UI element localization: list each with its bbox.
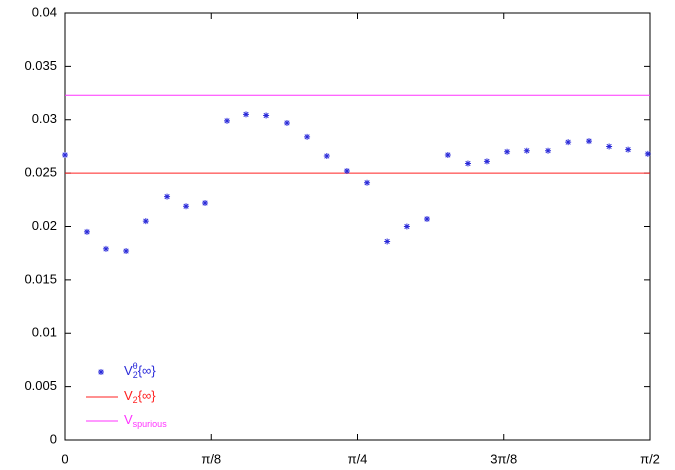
legend-label-sup: θ: [133, 361, 138, 371]
legend-label-part: V: [124, 363, 133, 378]
data-point: [644, 150, 651, 157]
data-point: [606, 143, 613, 150]
data-point: [384, 238, 391, 245]
y-tick-label: 0.015: [24, 271, 57, 286]
data-point: [403, 223, 410, 230]
legend-label-part: {∞}: [138, 388, 157, 403]
y-tick-label: 0.03: [32, 111, 57, 126]
data-point: [183, 203, 190, 210]
data-point: [364, 179, 371, 186]
x-tick-label: 0: [61, 451, 68, 466]
data-point: [585, 138, 592, 145]
y-tick-label: 0.04: [32, 4, 57, 19]
legend-marker: [98, 369, 104, 375]
data-point: [625, 146, 632, 153]
data-point: [242, 111, 249, 118]
data-point: [545, 147, 552, 154]
data-point: [565, 139, 572, 146]
x-tick-label: π/8: [201, 451, 221, 466]
x-tick-label: π/2: [640, 451, 660, 466]
legend-label: V2{∞}: [124, 388, 156, 405]
x-tick-label: 3π/8: [490, 451, 517, 466]
data-point: [83, 228, 90, 235]
legend-label-part: V: [124, 412, 133, 427]
data-point: [263, 112, 270, 119]
data-point: [464, 160, 471, 167]
data-point: [123, 248, 130, 255]
data-point: [483, 158, 490, 165]
y-tick-label: 0: [50, 431, 57, 446]
y-tick-label: 0.01: [32, 325, 57, 340]
data-point: [142, 218, 149, 225]
data-point: [304, 133, 311, 140]
y-tick-label: 0.02: [32, 218, 57, 233]
y-tick-label: 0.005: [24, 378, 57, 393]
x-tick-label: π/4: [348, 451, 368, 466]
data-point: [102, 245, 109, 252]
legend-label-part: spurious: [133, 419, 168, 429]
data-point: [224, 117, 231, 124]
legend-label-sub: 2: [133, 370, 138, 380]
data-point: [62, 151, 68, 158]
legend-label: Vspurious: [124, 412, 167, 429]
legend-label-part: {∞}: [138, 363, 157, 378]
data-point: [423, 216, 430, 223]
data-point: [523, 147, 530, 154]
legend-label-part: 2: [133, 395, 138, 405]
data-point: [504, 148, 511, 155]
data-point: [323, 153, 330, 160]
data-point: [164, 193, 171, 200]
legend-label: Vθ 2{∞}: [124, 361, 156, 380]
legend-label-part: V: [124, 388, 133, 403]
y-tick-label: 0.025: [24, 165, 57, 180]
data-point: [202, 200, 209, 207]
data-point: [343, 167, 350, 174]
data-point: [283, 119, 290, 126]
data-point: [444, 151, 451, 158]
y-tick-label: 0.035: [24, 58, 57, 73]
